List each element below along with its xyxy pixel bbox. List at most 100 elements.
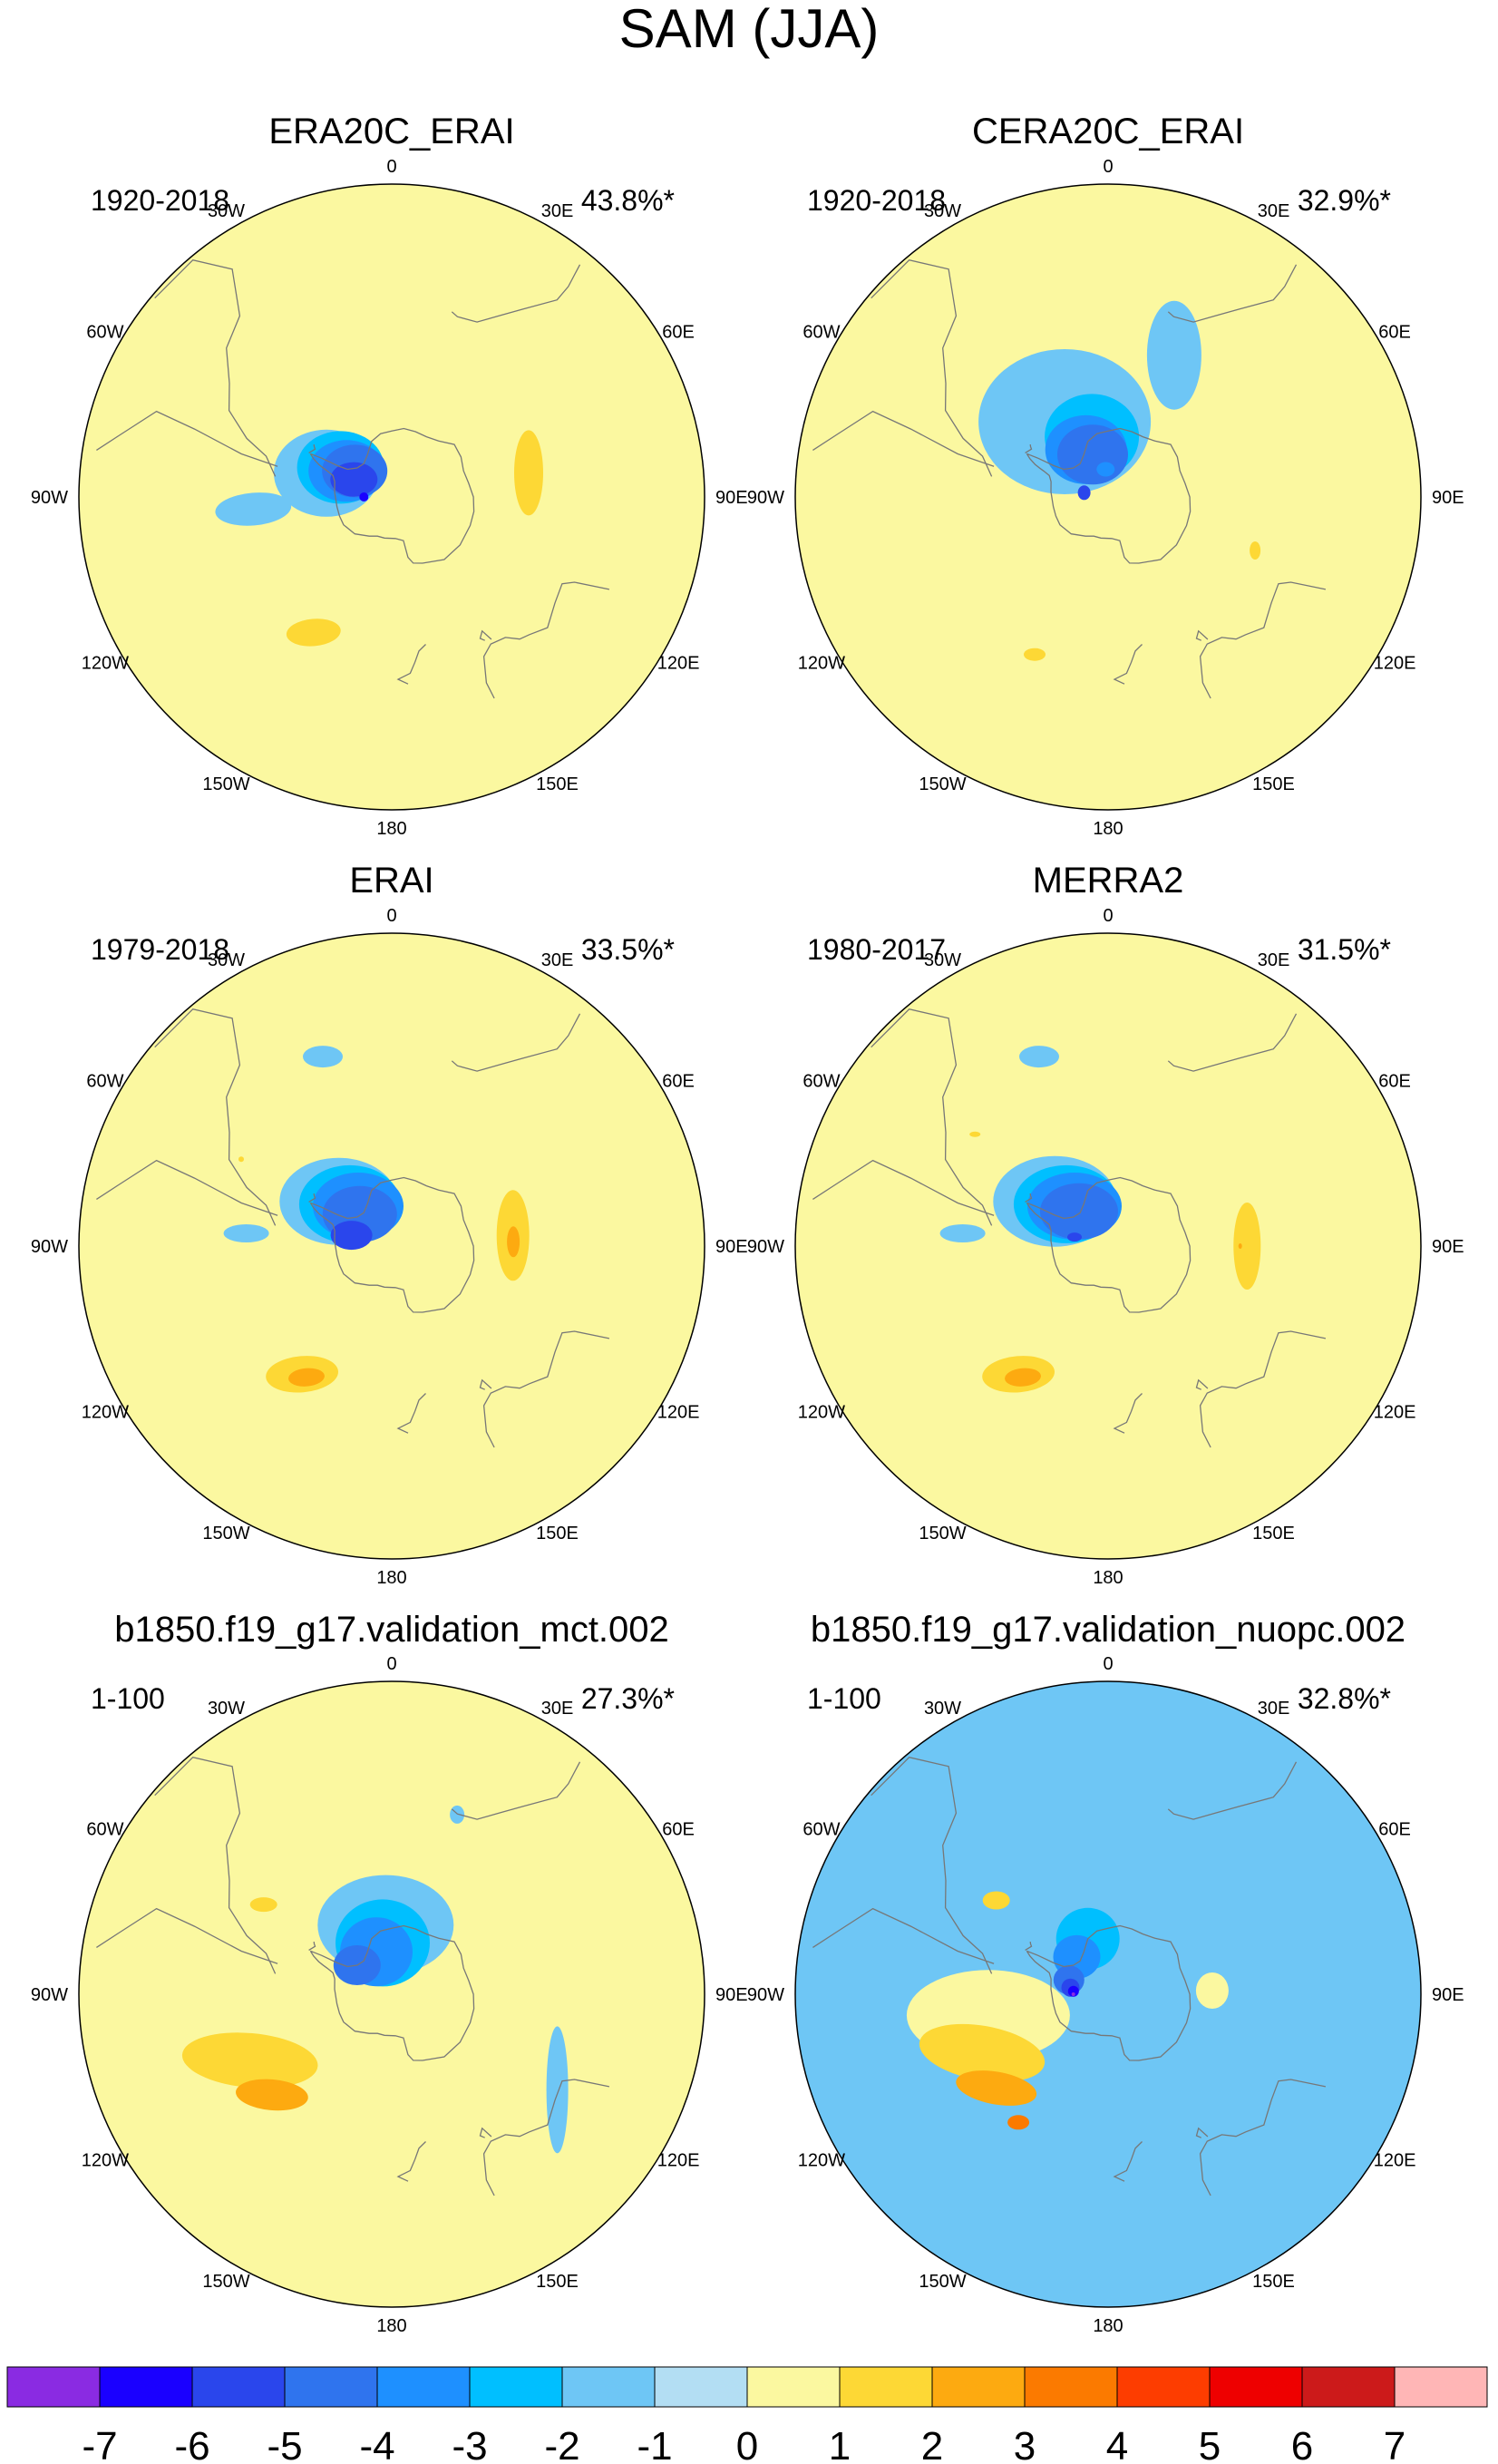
anomaly-contour <box>1024 648 1046 661</box>
longitude-label: 150E <box>1252 774 1295 794</box>
longitude-label: 150W <box>919 1524 966 1544</box>
longitude-label: 150E <box>536 774 579 794</box>
longitude-label: 90E <box>1432 488 1464 508</box>
longitude-label: 0 <box>1103 157 1113 177</box>
coastline <box>96 410 278 467</box>
variance-label: 32.9%* <box>1298 184 1391 217</box>
anomaly-contour <box>507 1226 520 1258</box>
longitude-label: 60E <box>662 1820 695 1840</box>
period-label: 1-100 <box>807 1682 881 1715</box>
coastline <box>1113 644 1143 685</box>
coastline <box>812 1159 995 1216</box>
anomaly-contour <box>1146 300 1201 410</box>
colorbar-swatch <box>654 2366 748 2408</box>
longitude-label: 150W <box>202 1524 249 1544</box>
longitude-label: 120E <box>657 1403 700 1423</box>
anomaly-contour <box>249 1897 277 1913</box>
longitude-label: 30E <box>1258 201 1290 221</box>
longitude-label: 150E <box>1252 1524 1295 1544</box>
longitude-label: 90E <box>715 1985 748 2005</box>
longitude-label: 90E <box>715 1237 748 1257</box>
colorbar-label: 0 <box>736 2424 758 2464</box>
longitude-label: 150E <box>536 2272 579 2292</box>
anomaly-contour <box>919 2023 1046 2082</box>
anomaly-contour <box>1096 462 1115 477</box>
coastline <box>96 1907 278 1964</box>
map-field <box>795 1681 1421 2307</box>
coastline <box>1113 1393 1143 1434</box>
coastline <box>812 1907 995 1964</box>
longitude-label: 0 <box>386 157 396 177</box>
anomaly-contour <box>969 1131 981 1137</box>
longitude-label: 90W <box>31 488 68 508</box>
longitude-label: 180 <box>376 1568 406 1588</box>
longitude-label: 60W <box>86 323 123 343</box>
longitude-label: 180 <box>1093 819 1123 839</box>
period-label: 1920-2018 <box>91 184 229 217</box>
map-field <box>79 1681 705 2307</box>
coastline <box>1199 2079 1327 2196</box>
longitude-label: 60E <box>662 323 695 343</box>
figure-title: SAM (JJA) <box>619 0 880 59</box>
coastline <box>396 1393 426 1434</box>
longitude-label: 120E <box>1374 654 1416 674</box>
longitude-label: 60E <box>662 1072 695 1092</box>
map-panel: b1850.f19_g17.validation_mct.002 1-100 27.… <box>31 1610 748 2336</box>
coastline <box>482 581 610 699</box>
longitude-label: 150W <box>919 2272 966 2292</box>
coastline <box>1026 1924 1192 2061</box>
longitude-label: 30W <box>208 950 245 970</box>
coastline <box>451 264 581 323</box>
anomaly-contour <box>1071 1992 1075 1996</box>
longitude-label: 120W <box>82 654 129 674</box>
longitude-label: 120W <box>798 1403 845 1423</box>
colorbar-label: -5 <box>267 2424 302 2464</box>
longitude-label: 180 <box>376 819 406 839</box>
longitude-label: 90E <box>1432 1985 1464 2005</box>
map-panels: ERA20C_ERAI 1920-2018 43.8%* 0 30E 60E 90E 120E… <box>31 112 1464 2336</box>
coastline <box>308 1942 316 1951</box>
longitude-label: 120E <box>1374 2151 1416 2171</box>
longitude-label: 90W <box>747 1237 784 1257</box>
longitude-label: 150W <box>202 774 249 794</box>
coastline <box>154 258 277 477</box>
anomaly-contour <box>450 1805 465 1824</box>
longitude-label: 120E <box>1374 1403 1416 1423</box>
coastline <box>1167 264 1298 323</box>
coastline <box>451 1761 581 1820</box>
colorbar-swatch <box>191 2366 286 2408</box>
longitude-label: 120W <box>82 2151 129 2171</box>
longitude-label: 60W <box>802 1072 840 1092</box>
longitude-label: 150E <box>1252 2272 1295 2292</box>
map-field <box>79 184 705 810</box>
longitude-label: 120W <box>798 654 845 674</box>
coastline <box>1199 1330 1327 1448</box>
anomaly-contour <box>956 2070 1037 2106</box>
anomaly-contour <box>238 1156 244 1163</box>
anomaly-contour <box>546 2026 569 2154</box>
colorbar-swatch <box>1024 2366 1118 2408</box>
anomaly-contour <box>1233 1203 1261 1290</box>
coastline <box>1026 1176 1192 1313</box>
anomaly-contour <box>181 2032 318 2089</box>
coastline <box>479 629 492 641</box>
colorbar-swatch <box>6 2366 101 2408</box>
colorbar-swatch <box>376 2366 471 2408</box>
anomaly-contour <box>215 492 292 526</box>
map-field <box>795 933 1421 1559</box>
colorbar-swatch <box>99 2366 193 2408</box>
longitude-label: 30W <box>924 201 961 221</box>
map-border <box>794 183 1422 811</box>
period-label: 1980-2017 <box>807 933 946 966</box>
longitude-label: 30W <box>208 201 245 221</box>
longitude-label: 30W <box>924 1699 961 1719</box>
longitude-label: 0 <box>1103 1654 1113 1674</box>
longitude-label: 150W <box>919 774 966 794</box>
anomaly-contour <box>288 1368 325 1387</box>
map-panel: b1850.f19_g17.validation_nuopc.002 1-100 3… <box>747 1610 1464 2336</box>
colorbar-swatch <box>469 2366 563 2408</box>
longitude-label: 30E <box>1258 1699 1290 1719</box>
coastline <box>1167 1013 1298 1072</box>
longitude-label: 60W <box>86 1820 123 1840</box>
